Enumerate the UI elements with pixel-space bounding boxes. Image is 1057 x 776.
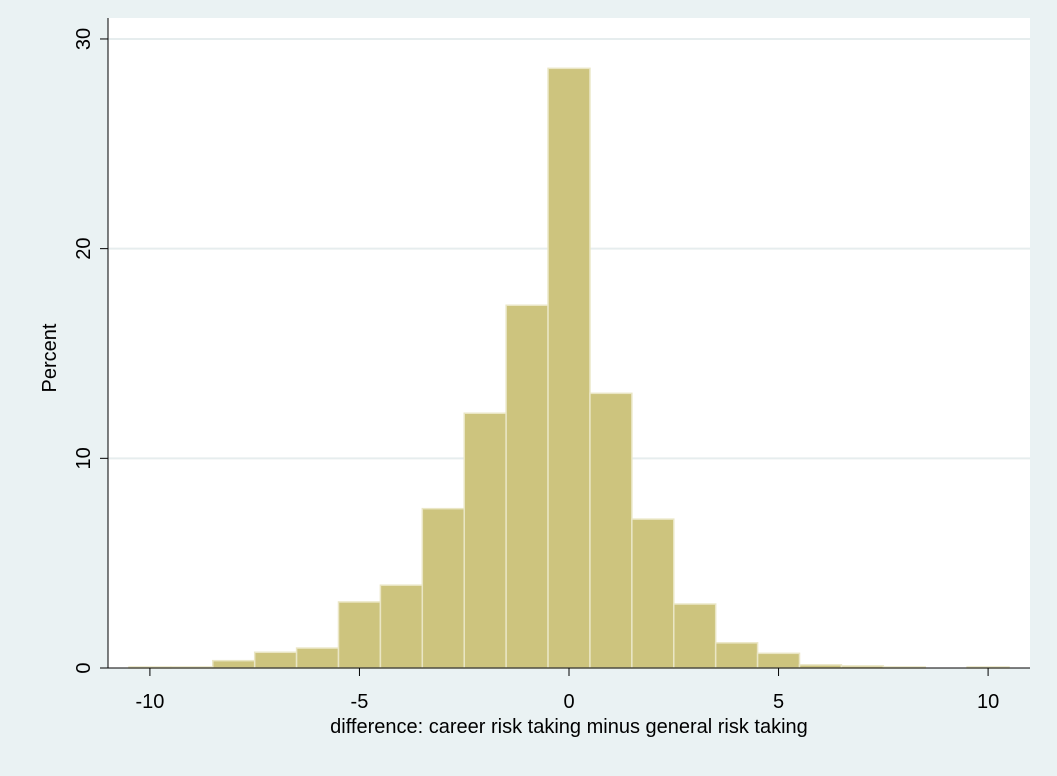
histogram-bar (714, 642, 759, 669)
y-axis-ticks: 0 10 20 30 (73, 28, 108, 674)
histogram-bar (212, 659, 256, 669)
histogram-bar (253, 651, 298, 669)
x-tick-label: -5 (351, 691, 369, 713)
histogram-bar (589, 392, 633, 669)
histogram-bar (295, 647, 340, 669)
y-axis-title: Percent (39, 323, 61, 392)
y-tick-label: 0 (73, 662, 95, 673)
y-tick-label: 10 (73, 447, 95, 469)
x-tick-label: 5 (773, 691, 784, 713)
histogram-bar (337, 601, 382, 669)
x-tick-label: -10 (135, 691, 164, 713)
histogram-bar (421, 507, 465, 669)
histogram-bar (505, 304, 549, 669)
x-axis-title: difference: career risk taking minus gen… (330, 716, 808, 738)
histogram-bar (379, 584, 424, 669)
histogram-bar (631, 518, 675, 669)
y-tick-label: 20 (73, 238, 95, 260)
x-tick-label: 0 (563, 691, 574, 713)
histogram-bars (128, 67, 1010, 669)
histogram-bar (547, 67, 591, 669)
histogram-bar (756, 652, 801, 669)
x-tick-label: 10 (977, 691, 999, 713)
x-axis-ticks: -10 -5 0 5 10 (135, 668, 999, 713)
histogram-bar (463, 412, 507, 669)
y-tick-label: 30 (73, 28, 95, 50)
histogram-bar (673, 603, 717, 669)
